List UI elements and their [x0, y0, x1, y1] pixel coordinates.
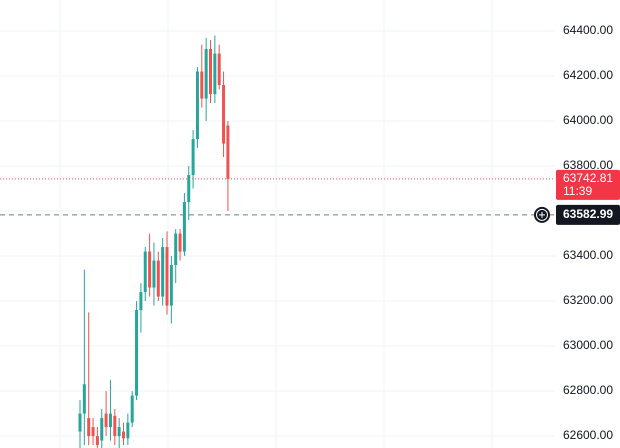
candle-body	[91, 427, 95, 437]
candle-body	[213, 53, 217, 95]
candle-body	[165, 247, 169, 306]
y-tick-label: 63000.00	[563, 338, 613, 352]
candle-body	[82, 384, 86, 414]
candle-body	[104, 413, 108, 428]
candle-body	[200, 71, 204, 99]
candle-body	[139, 292, 143, 311]
y-tick-label: 62800.00	[563, 383, 613, 397]
candle-body	[143, 251, 147, 293]
y-tick-label: 62600.00	[563, 428, 613, 442]
candle-body	[78, 413, 82, 432]
candle-body	[108, 413, 112, 428]
candle-body	[135, 310, 139, 396]
candle-body	[95, 436, 99, 446]
candle-body	[174, 233, 178, 266]
add-alert-button[interactable]	[534, 206, 550, 223]
candle-body	[122, 431, 125, 439]
add-alert-icon-ring	[536, 208, 548, 221]
y-tick-label: 64000.00	[563, 113, 613, 127]
candle-body	[187, 175, 191, 203]
y-tick-label: 63800.00	[563, 158, 613, 172]
last-price-box	[556, 169, 620, 200]
y-tick-label: 64200.00	[563, 68, 613, 82]
candle-body	[204, 49, 208, 99]
crosshair-label: 63582.99	[563, 207, 613, 221]
crosshair-box	[556, 204, 620, 225]
candle-body	[161, 247, 165, 297]
last-price-label: 63742.81	[563, 171, 613, 185]
y-tick-label: 63400.00	[563, 248, 613, 262]
y-tick-label: 63200.00	[563, 293, 613, 307]
candle-body	[217, 53, 221, 86]
candle-body	[156, 260, 160, 297]
candle-body	[117, 427, 121, 437]
countdown-label: 11:39	[563, 184, 592, 198]
candle-body	[87, 418, 91, 437]
candle-body	[191, 139, 195, 176]
candle-body	[209, 49, 212, 95]
y-tick-label: 64400.00	[563, 23, 613, 37]
candle-body	[130, 395, 134, 423]
candle-body	[195, 71, 199, 140]
candle-body	[100, 418, 104, 441]
candle-body	[148, 251, 152, 288]
vertical-grid	[59, 0, 493, 448]
candle-body	[182, 202, 186, 252]
candle-body	[126, 422, 130, 439]
candle-body	[178, 233, 182, 252]
candle-body	[169, 265, 173, 306]
candle-body	[226, 125, 230, 179]
candle-body	[222, 85, 226, 144]
candle-body	[152, 260, 156, 288]
candle-body	[113, 415, 117, 437]
